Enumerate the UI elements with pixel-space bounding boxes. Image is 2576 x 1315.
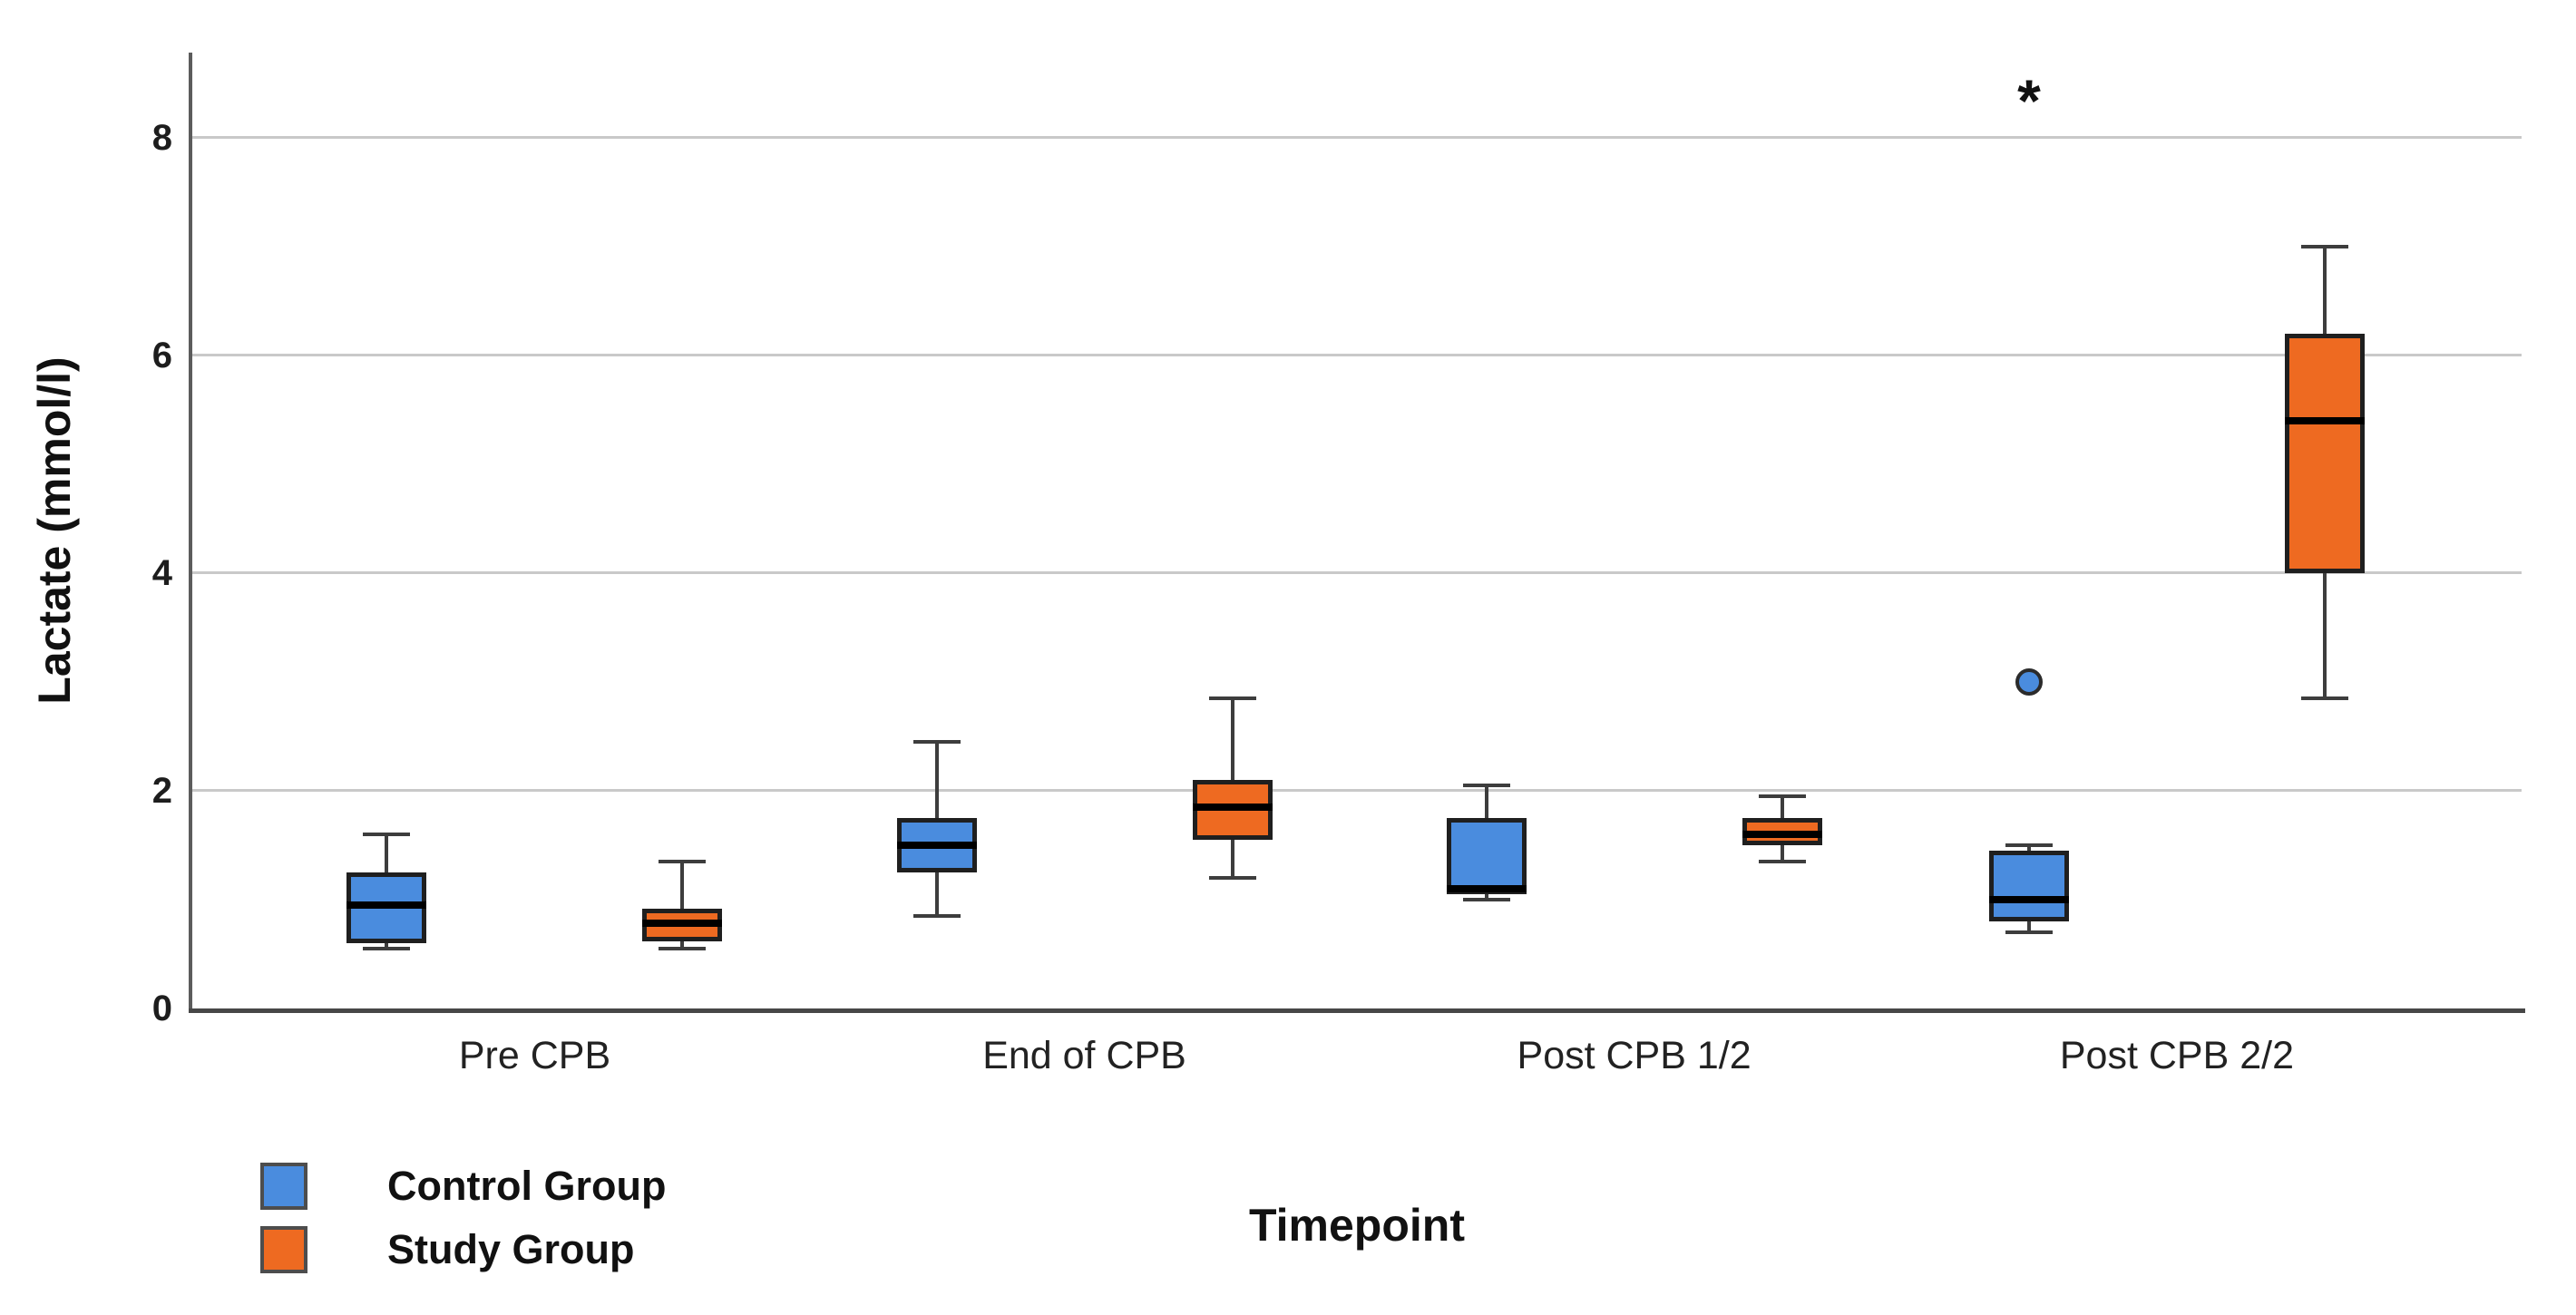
legend-label-control-group: Control Group bbox=[387, 1163, 667, 1209]
x-axis-line bbox=[189, 1008, 2525, 1013]
legend-row-study-group: Study Group bbox=[260, 1226, 666, 1273]
x-tick-label-post-cpb-2-2: Post CPB 2/2 bbox=[2059, 1034, 2294, 1077]
whisker-cap-max-control-post-cpb-2-2 bbox=[2005, 843, 2053, 847]
median-study-pre-cpb bbox=[642, 920, 723, 928]
whisker-cap-min-control-pre-cpb bbox=[363, 946, 411, 950]
extreme-outlier-asterisk: * bbox=[2017, 66, 2041, 134]
outlier-circle-control bbox=[2015, 667, 2043, 696]
y-tick-label-0: 0 bbox=[151, 989, 172, 1028]
median-study-post-cpb-1-2 bbox=[1742, 830, 1822, 838]
whisker-cap-min-control-post-cpb-1-2 bbox=[1462, 897, 1510, 901]
whisker-lower-control-pre-cpb bbox=[385, 942, 389, 949]
whisker-cap-max-control-pre-cpb bbox=[363, 832, 411, 836]
whisker-lower-study-post-cpb-2-2 bbox=[2322, 572, 2327, 698]
y-tick-label-2: 2 bbox=[151, 770, 172, 811]
median-control-end-of-cpb bbox=[896, 841, 977, 849]
y-tick-label-8: 8 bbox=[151, 117, 172, 158]
whisker-cap-min-study-end-of-cpb bbox=[1208, 875, 1256, 880]
legend-label-study-group: Study Group bbox=[387, 1226, 635, 1272]
median-study-post-cpb-2-2 bbox=[2284, 416, 2365, 424]
legend-swatch-control-group bbox=[260, 1163, 307, 1210]
x-axis-title: Timepoint bbox=[1249, 1200, 1465, 1251]
gridline-4 bbox=[192, 571, 2522, 575]
whisker-cap-min-control-post-cpb-2-2 bbox=[2005, 930, 2053, 934]
whisker-cap-max-study-pre-cpb bbox=[659, 859, 707, 863]
x-tick-label-end-of-cpb: End of CPB bbox=[982, 1034, 1186, 1077]
whisker-lower-study-pre-cpb bbox=[680, 940, 685, 949]
whisker-upper-study-end-of-cpb bbox=[1230, 697, 1234, 780]
whisker-cap-min-study-post-cpb-1-2 bbox=[1758, 859, 1806, 863]
whisker-lower-study-post-cpb-1-2 bbox=[1780, 844, 1784, 862]
median-control-post-cpb-2-2 bbox=[1988, 895, 2069, 903]
y-axis-line bbox=[189, 53, 192, 1013]
whisker-cap-max-control-end-of-cpb bbox=[912, 739, 961, 744]
whisker-cap-max-study-end-of-cpb bbox=[1208, 696, 1256, 700]
whisker-cap-min-study-pre-cpb bbox=[659, 946, 707, 950]
gridline-2 bbox=[192, 789, 2522, 793]
whisker-upper-control-post-cpb-2-2 bbox=[2026, 844, 2031, 851]
whisker-upper-study-post-cpb-1-2 bbox=[1780, 795, 1784, 818]
whisker-upper-control-pre-cpb bbox=[385, 833, 389, 872]
whisker-lower-study-end-of-cpb bbox=[1230, 839, 1234, 878]
whisker-lower-control-post-cpb-2-2 bbox=[2026, 920, 2031, 932]
whisker-lower-control-end-of-cpb bbox=[934, 872, 939, 916]
x-tick-label-post-cpb-1-2: Post CPB 1/2 bbox=[1517, 1034, 1751, 1077]
box-study-post-cpb-2-2 bbox=[2284, 333, 2365, 573]
whisker-cap-max-control-post-cpb-1-2 bbox=[1462, 783, 1510, 787]
box-control-post-cpb-1-2 bbox=[1446, 817, 1527, 894]
gridline-8 bbox=[192, 136, 2522, 140]
box-control-post-cpb-2-2 bbox=[1988, 850, 2069, 921]
whisker-upper-study-pre-cpb bbox=[680, 861, 685, 909]
whisker-cap-max-study-post-cpb-1-2 bbox=[1758, 794, 1806, 798]
legend-swatch-study-group bbox=[260, 1226, 307, 1273]
whisker-upper-control-post-cpb-1-2 bbox=[1484, 784, 1488, 818]
whisker-cap-min-study-post-cpb-2-2 bbox=[2300, 696, 2348, 700]
whisker-upper-study-post-cpb-2-2 bbox=[2322, 246, 2327, 334]
y-tick-label-4: 4 bbox=[151, 552, 172, 593]
x-tick-label-pre-cpb: Pre CPB bbox=[458, 1034, 611, 1077]
y-axis-title: Lactate (mmol/l) bbox=[29, 356, 80, 705]
median-control-post-cpb-1-2 bbox=[1446, 884, 1527, 892]
whisker-cap-min-control-end-of-cpb bbox=[912, 913, 961, 918]
median-study-end-of-cpb bbox=[1192, 803, 1273, 811]
median-control-pre-cpb bbox=[346, 901, 427, 909]
legend-row-control-group: Control Group bbox=[260, 1163, 666, 1210]
gridline-6 bbox=[192, 354, 2522, 357]
whisker-cap-max-study-post-cpb-2-2 bbox=[2300, 244, 2348, 248]
y-tick-label-6: 6 bbox=[151, 335, 172, 375]
whisker-upper-control-end-of-cpb bbox=[934, 741, 939, 818]
whisker-lower-control-post-cpb-1-2 bbox=[1484, 893, 1488, 900]
legend: Control Group Study Group bbox=[260, 1163, 666, 1290]
